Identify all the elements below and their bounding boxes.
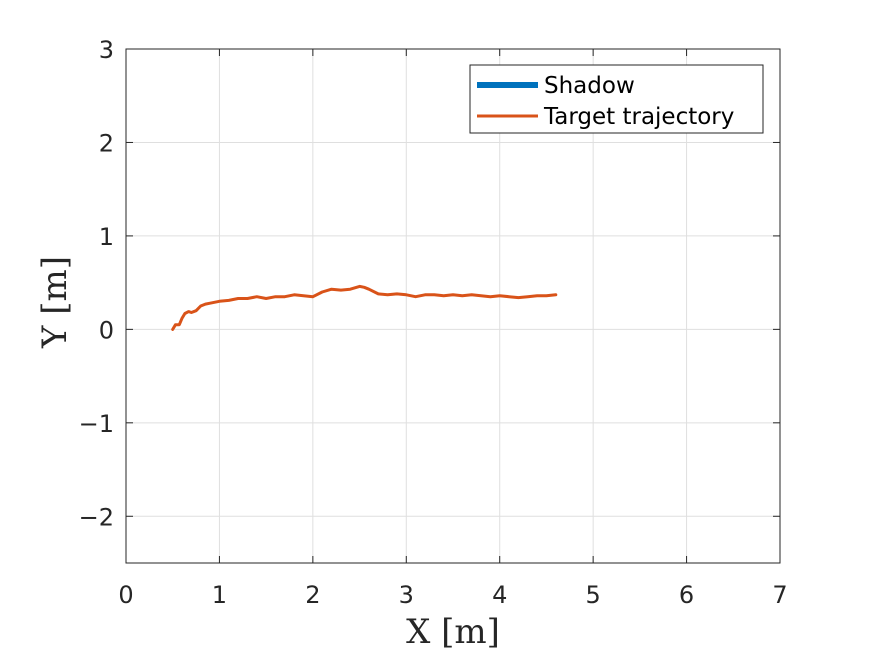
x-tick-label: 5 <box>586 581 601 609</box>
y-tick-label: −1 <box>79 410 114 438</box>
y-tick-label: 1 <box>99 223 114 251</box>
x-tick-label: 1 <box>212 581 227 609</box>
plot-frame <box>125 48 781 564</box>
series-line-1 <box>171 284 558 331</box>
x-tick-label: 3 <box>399 581 414 609</box>
x-tick-label: 6 <box>679 581 694 609</box>
legend-box <box>469 64 764 134</box>
y-tick-label: 2 <box>99 129 114 157</box>
x-axis-label: X [m] <box>406 612 500 652</box>
x-tick-label: 4 <box>492 581 507 609</box>
legend: Shadow Target trajectory <box>469 64 764 134</box>
y-axis-label: Y [m] <box>35 256 75 349</box>
legend-label-target-trajectory: Target trajectory <box>543 104 734 130</box>
y-tick-labels: −2 −1 0 1 2 3 <box>79 36 114 531</box>
x-tick-label: 7 <box>772 581 787 609</box>
ticks <box>125 48 781 563</box>
y-tick-label: 3 <box>99 36 114 64</box>
plot-area <box>126 49 780 563</box>
x-tick-labels: 0 1 2 3 4 5 6 7 <box>118 581 787 609</box>
x-tick-label: 2 <box>305 581 320 609</box>
series-layer <box>171 284 558 331</box>
y-tick-label: −2 <box>79 503 114 531</box>
y-tick-label: 0 <box>99 316 114 344</box>
legend-label-shadow: Shadow <box>544 73 635 99</box>
x-tick-label: 0 <box>118 581 133 609</box>
